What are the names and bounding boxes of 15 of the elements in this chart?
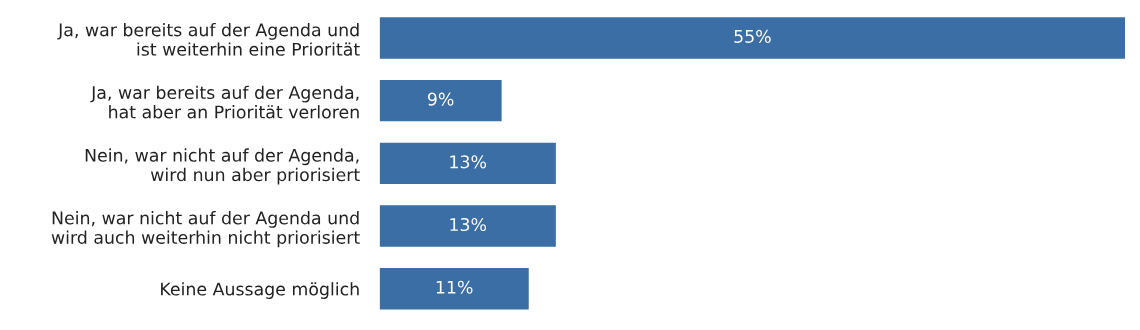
data-label: 13%: [450, 155, 487, 169]
bar: [379, 142, 556, 185]
bar: [379, 268, 529, 310]
data-label: 13%: [450, 217, 487, 232]
y-tick-label: Ja, war bereits auf der Agenda, hat aber an Priorität verloren: [90, 85, 359, 119]
y-tick-label: Keine Aussage möglich: [161, 282, 359, 299]
bar: [379, 17, 1126, 59]
data-label: 9%: [427, 92, 454, 106]
data-label: 11%: [436, 280, 473, 294]
data-label: 55%: [734, 29, 771, 43]
y-tick-label: Nein, war nicht auf der Agenda, wird nun aber priorisiert: [85, 148, 360, 185]
bar: [379, 205, 556, 247]
y-tick-label: Ja, war bereits auf der Agenda und ist weiterhin eine Priorität: [57, 22, 360, 56]
bar: [379, 79, 502, 122]
y-tick-label: Nein, war nicht auf der Agenda und wird auch weiterhin nicht priorisiert: [51, 211, 360, 248]
